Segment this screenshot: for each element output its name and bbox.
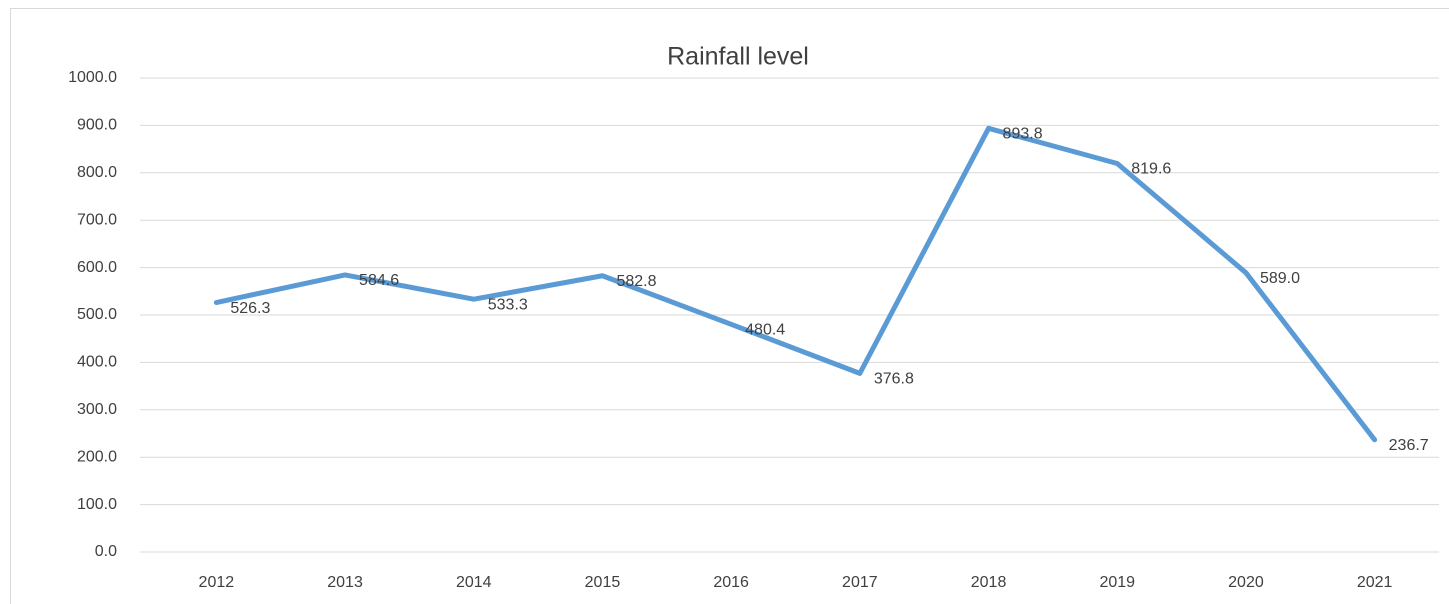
x-tick-label: 2016 <box>713 574 749 591</box>
data-label: 589.0 <box>1260 270 1300 287</box>
y-tick-label: 900.0 <box>77 117 117 134</box>
x-tick-label: 2015 <box>585 574 621 591</box>
line <box>213 125 1378 443</box>
y-tick-label: 400.0 <box>77 354 117 371</box>
data-label: 584.6 <box>359 272 399 289</box>
y-tick-label: 200.0 <box>77 448 117 465</box>
x-tick-label: 2013 <box>327 574 363 591</box>
x-tick-label: 2020 <box>1228 574 1264 591</box>
chart-border <box>10 8 1449 604</box>
data-label: 533.3 <box>488 296 528 313</box>
data-label: 526.3 <box>230 300 270 317</box>
y-tick-label: 700.0 <box>77 211 117 228</box>
data-label: 376.8 <box>874 371 914 388</box>
y-tick-label: 600.0 <box>77 259 117 276</box>
y-tick-label: 500.0 <box>77 306 117 323</box>
x-tick-label: 2012 <box>199 574 235 591</box>
x-tick-label: 2017 <box>842 574 878 591</box>
y-tick-label: 1000.0 <box>68 69 117 86</box>
y-tick-label: 800.0 <box>77 164 117 181</box>
data-label: 236.7 <box>1389 437 1429 454</box>
y-tick-label: 300.0 <box>77 401 117 418</box>
y-tick-label: 100.0 <box>77 496 117 513</box>
y-tick-label: 0.0 <box>95 543 117 560</box>
x-tick-label: 2021 <box>1357 574 1393 591</box>
data-label: 819.6 <box>1131 161 1171 178</box>
data-label: 582.8 <box>616 273 656 290</box>
chart-title: Rainfall level <box>667 43 809 71</box>
x-tick-label: 2018 <box>971 574 1007 591</box>
data-label: 893.8 <box>1003 126 1043 143</box>
data-label: 480.4 <box>745 322 785 339</box>
x-tick-label: 2014 <box>456 574 492 591</box>
x-tick-label: 2019 <box>1099 574 1135 591</box>
